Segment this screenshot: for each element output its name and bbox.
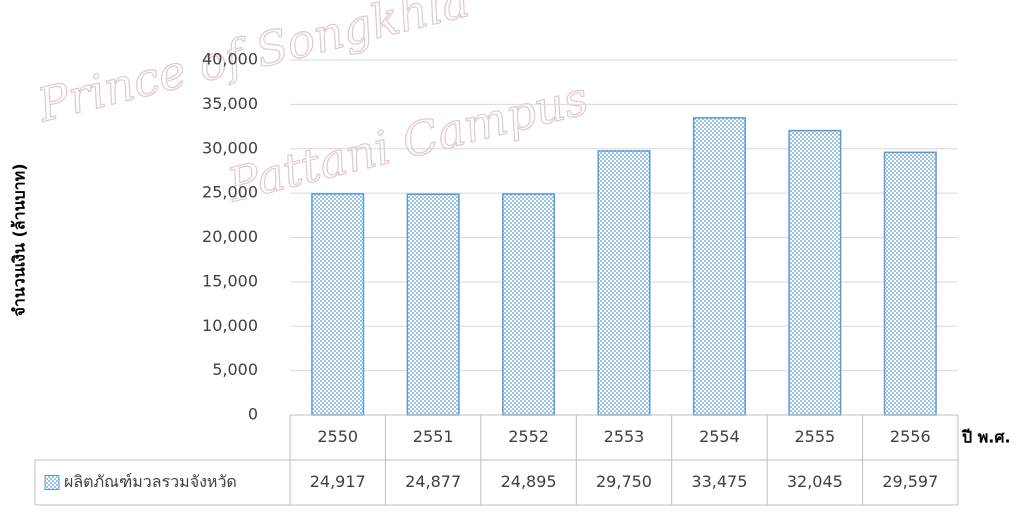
y-tick-label: 0 [248, 405, 258, 424]
table-value: 29,597 [882, 472, 938, 491]
table-value: 29,750 [596, 472, 652, 491]
bar [883, 151, 937, 416]
y-tick-label: 20,000 [202, 227, 258, 246]
y-axis-label: จำนวนเงิน (ล้านบาท) [10, 163, 29, 316]
table-value: 24,895 [501, 472, 557, 491]
y-tick-label: 5,000 [212, 360, 258, 379]
y-tick-label: 25,000 [202, 183, 258, 202]
x-tick-label: 2550 [317, 427, 358, 446]
x-tick-label: 2552 [508, 427, 549, 446]
watermark: Pattani Campus [222, 71, 594, 213]
x-tick-label: 2556 [890, 427, 931, 446]
y-tick-label: 10,000 [202, 316, 258, 335]
y-tick-label: 30,000 [202, 138, 258, 157]
bar [692, 117, 746, 416]
bar [406, 193, 460, 416]
y-tick-label: 35,000 [202, 94, 258, 113]
bar [311, 193, 365, 416]
y-tick-label: 15,000 [202, 271, 258, 290]
x-tick-label: 2551 [413, 427, 454, 446]
legend-swatch [44, 475, 60, 490]
table-value: 32,045 [787, 472, 843, 491]
x-tick-label: 2554 [699, 427, 740, 446]
x-tick-label: 2553 [604, 427, 645, 446]
table-value: 33,475 [691, 472, 747, 491]
bar [788, 129, 842, 416]
legend-label: ผลิตภัณฑ์มวลรวมจังหวัด [64, 472, 237, 491]
x-axis-label: ปี พ.ศ. [961, 428, 1011, 447]
bar [502, 193, 556, 416]
y-tick-label: 40,000 [202, 50, 258, 69]
bar [597, 150, 651, 416]
table-value: 24,877 [405, 472, 461, 491]
table-value: 24,917 [310, 472, 366, 491]
x-tick-label: 2555 [794, 427, 835, 446]
